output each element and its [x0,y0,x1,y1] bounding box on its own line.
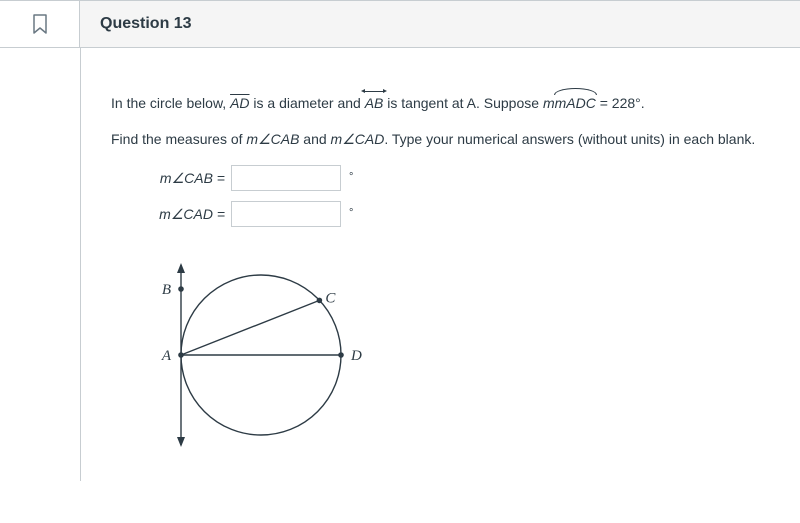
svg-text:B: B [162,282,171,298]
prompt-text: and [299,131,330,147]
degree-symbol: ° [349,169,353,187]
prompt-text: Find the measures of [111,131,246,147]
question-prompt-line2: Find the measures of m∠CAB and m∠CAD. Ty… [111,128,780,150]
cad-label: m∠CAD = [151,203,231,225]
angle-cab-inline: m∠CAB [246,131,299,147]
angle-cad-inline: m∠CAD [331,131,385,147]
prompt-text: In the circle below, [111,95,230,111]
arc-ADC: mADC [555,92,596,114]
cab-input[interactable] [231,165,341,191]
svg-text:C: C [325,290,336,306]
prompt-text: is a diameter and [250,95,365,111]
cad-input[interactable] [231,201,341,227]
prompt-text: is tangent at A. Suppose [383,95,543,111]
degree-symbol: ° [349,205,353,223]
question-title: Question 13 [80,1,800,47]
question-body: In the circle below, AD is a diameter an… [80,48,800,481]
circle-diagram: A B C D [131,245,780,461]
arc-value: = 228°. [596,95,645,111]
question-prompt-line1: In the circle below, AD is a diameter an… [111,92,780,114]
svg-text:D: D [350,348,362,364]
bookmark-outline-icon [31,13,49,35]
svg-text:A: A [161,348,172,364]
line-AB: AB [365,92,384,114]
flag-question-button[interactable] [0,1,80,47]
segment-AD: AD [230,95,249,111]
cab-label: m∠CAB = [151,167,231,189]
arc-m-prefix: m [543,95,555,111]
prompt-text: . Type your numerical answers (without u… [384,131,755,147]
left-gutter [0,48,80,481]
